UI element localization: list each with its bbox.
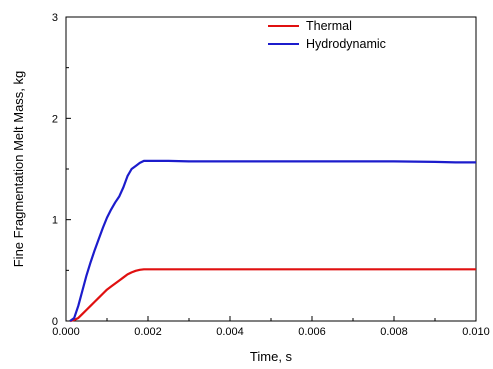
x-tick-label: 0.008 bbox=[380, 326, 408, 338]
x-tick-label: 0.006 bbox=[298, 326, 326, 338]
y-tick-label: 0 bbox=[52, 316, 58, 328]
legend-label-thermal: Thermal bbox=[306, 19, 352, 33]
series-layer bbox=[69, 159, 476, 323]
y-tick-label: 3 bbox=[52, 12, 58, 24]
x-tick-label: 0.002 bbox=[134, 326, 162, 338]
y-tick-label: 2 bbox=[52, 113, 58, 125]
legend: Thermal Hydrodynamic bbox=[268, 19, 386, 51]
x-tick-label: 0.004 bbox=[216, 326, 244, 338]
series-line-thermal bbox=[69, 268, 476, 323]
y-axis-title: Fine Fragmentation Melt Mass, kg bbox=[11, 71, 26, 268]
x-axis-ticks: 0.000 0.002 0.004 0.006 0.008 0.010 bbox=[52, 316, 490, 338]
y-axis-ticks: 0 1 2 3 bbox=[52, 12, 71, 328]
legend-label-hydrodynamic: Hydrodynamic bbox=[306, 37, 386, 51]
x-axis-title: Time, s bbox=[250, 349, 293, 364]
y-tick-label: 1 bbox=[52, 215, 58, 227]
series-line-hydrodynamic bbox=[69, 159, 476, 322]
x-tick-label: 0.010 bbox=[462, 326, 490, 338]
x-tick-label: 0.000 bbox=[52, 326, 80, 338]
